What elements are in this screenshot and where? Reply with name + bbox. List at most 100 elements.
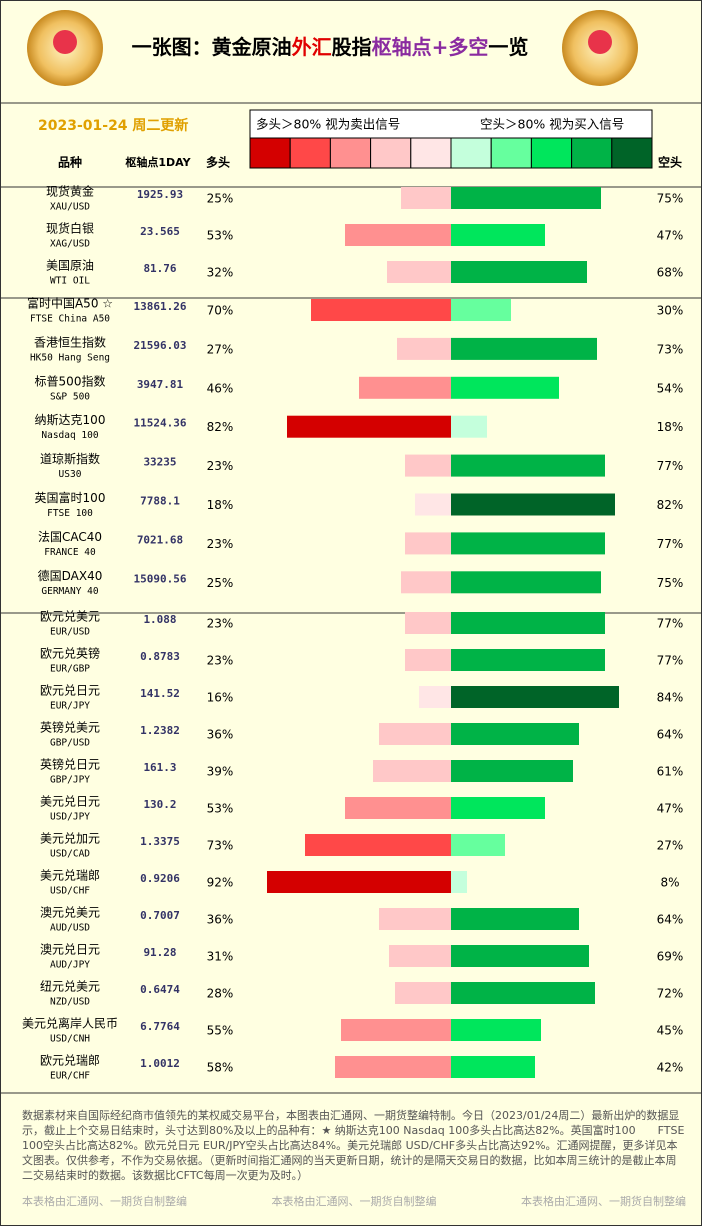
code: AUD/USD xyxy=(50,923,90,934)
short-pct: 47% xyxy=(657,229,684,243)
pivot: 91.28 xyxy=(143,946,176,959)
short-pct: 77% xyxy=(657,537,684,551)
name: 现货黄金 xyxy=(46,184,94,199)
name: 现货白银 xyxy=(46,221,94,236)
scale-cell xyxy=(249,137,291,169)
col-header: 品种 xyxy=(58,155,82,170)
col-header: 多头 xyxy=(206,155,230,170)
short-bar xyxy=(451,797,545,819)
long-pct: 55% xyxy=(207,1024,234,1038)
code: EUR/JPY xyxy=(50,701,90,712)
long-bar xyxy=(405,454,451,477)
pivot: 141.52 xyxy=(140,687,180,700)
credit: 本表格由汇通网、一期货自制整编 xyxy=(22,1195,187,1208)
long-pct: 23% xyxy=(207,537,234,551)
long-pct: 73% xyxy=(207,839,234,853)
short-pct: 54% xyxy=(657,381,684,395)
short-bar xyxy=(451,532,605,555)
scale-cell xyxy=(611,137,653,169)
short-bar xyxy=(451,908,579,930)
short-pct: 42% xyxy=(657,1061,684,1075)
long-bar xyxy=(415,493,451,516)
long-bar xyxy=(387,261,451,283)
title: 一张图：黄金原油外汇股指枢轴点+多空一览 xyxy=(132,35,529,59)
short-pct: 77% xyxy=(657,617,684,631)
name: 富时中国A50 ☆ xyxy=(27,296,113,311)
pivot: 7021.68 xyxy=(137,533,183,546)
code: GBP/USD xyxy=(50,738,90,749)
code: FTSE 100 xyxy=(47,508,93,519)
short-pct: 72% xyxy=(657,987,684,1001)
long-pct: 53% xyxy=(207,802,234,816)
short-bar xyxy=(451,415,487,438)
code: USD/CAD xyxy=(50,849,90,860)
long-bar xyxy=(395,982,451,1004)
short-pct: 61% xyxy=(657,765,684,779)
short-bar xyxy=(451,493,615,516)
long-bar xyxy=(397,337,451,360)
scale-cell xyxy=(329,137,372,169)
short-pct: 75% xyxy=(657,576,684,590)
short-pct: 8% xyxy=(660,876,679,890)
name: 道琼斯指数 xyxy=(40,451,100,466)
name: 美元兑离岸人民币 xyxy=(22,1016,118,1031)
long-pct: 82% xyxy=(207,420,234,434)
code: XAU/USD xyxy=(50,202,90,213)
short-bar xyxy=(451,760,573,782)
name: 香港恒生指数 xyxy=(34,334,106,349)
short-bar xyxy=(451,686,619,708)
long-pct: 92% xyxy=(207,876,234,890)
short-bar xyxy=(451,571,601,594)
pivot: 3947.81 xyxy=(137,378,184,391)
title-part: 枢轴点+多空 xyxy=(372,35,489,59)
long-bar xyxy=(419,686,451,708)
title-part: 一览 xyxy=(488,35,528,59)
long-bar xyxy=(335,1056,451,1078)
pivot: 130.2 xyxy=(143,798,176,811)
name: 美国原油 xyxy=(46,259,94,273)
name: 英镑兑美元 xyxy=(40,720,100,735)
long-pct: 58% xyxy=(207,1061,234,1075)
scale-cell xyxy=(490,137,532,169)
code: EUR/CHF xyxy=(50,1071,90,1082)
long-bar xyxy=(345,224,451,246)
name: 美元兑瑞郎 xyxy=(40,869,100,883)
short-pct: 82% xyxy=(657,498,684,512)
code: HK50 Hang Seng xyxy=(30,352,110,363)
short-bar xyxy=(451,299,511,321)
short-bar xyxy=(451,337,597,360)
code: Nasdaq 100 xyxy=(41,430,98,441)
short-pct: 27% xyxy=(657,839,684,853)
title-part: 一张图：黄金原油 xyxy=(132,35,292,59)
pivot: 1.088 xyxy=(143,613,176,626)
long-pct: 25% xyxy=(207,192,234,206)
pivot: 13861.26 xyxy=(134,300,187,313)
name: 澳元兑美元 xyxy=(40,906,100,920)
short-bar xyxy=(451,871,467,893)
title-part: 股指 xyxy=(332,35,372,59)
code: GBP/JPY xyxy=(50,775,90,786)
pivot: 0.9206 xyxy=(140,872,180,885)
long-pct: 70% xyxy=(207,304,234,318)
pivot: 0.7007 xyxy=(140,909,180,922)
short-bar xyxy=(451,649,605,671)
pivot: 7788.1 xyxy=(140,495,180,508)
long-pct: 36% xyxy=(207,728,234,742)
pivot: 11524.36 xyxy=(134,417,187,430)
short-pct: 77% xyxy=(657,459,684,473)
long-bar xyxy=(401,187,451,209)
long-pct: 53% xyxy=(207,229,234,243)
col-header: 空头 xyxy=(658,155,682,170)
long-bar xyxy=(405,649,451,671)
short-bar xyxy=(451,982,595,1004)
name: 纽元兑美元 xyxy=(40,980,100,994)
long-pct: 18% xyxy=(207,498,234,512)
scale-cell xyxy=(410,137,452,169)
long-pct: 27% xyxy=(207,342,234,356)
name: 欧元兑日元 xyxy=(40,684,100,698)
code: WTI OIL xyxy=(50,276,90,287)
name: 纳斯达克100 xyxy=(35,413,106,427)
name: 美元兑加元 xyxy=(40,832,100,846)
scale-cell xyxy=(571,137,613,169)
